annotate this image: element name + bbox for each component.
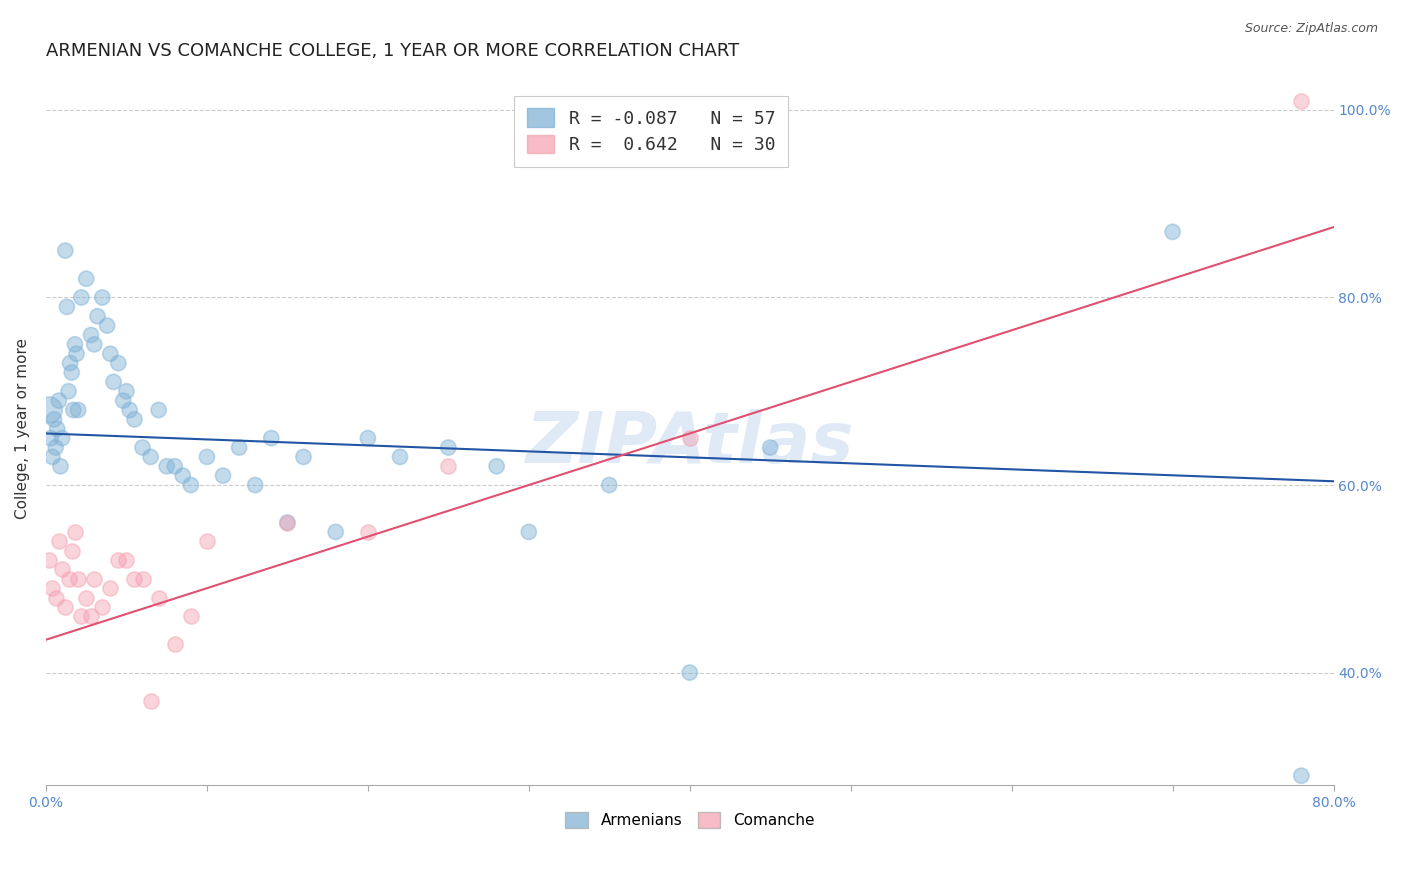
Armenians <box>83 337 105 351</box>
Armenians <box>60 366 83 380</box>
Armenians <box>195 450 218 464</box>
Comanche <box>38 553 60 567</box>
Armenians <box>180 478 202 492</box>
Text: ZIPAtlas: ZIPAtlas <box>526 409 853 477</box>
Armenians <box>139 450 162 464</box>
Comanche <box>98 581 121 595</box>
Armenians <box>245 478 267 492</box>
Comanche <box>1291 94 1313 108</box>
Armenians <box>39 431 62 445</box>
Armenians <box>517 524 540 539</box>
Armenians <box>1161 225 1184 239</box>
Comanche <box>41 581 63 595</box>
Armenians <box>260 431 283 445</box>
Armenians <box>276 516 298 530</box>
Armenians <box>38 403 60 417</box>
Comanche <box>115 553 138 567</box>
Text: ARMENIAN VS COMANCHE COLLEGE, 1 YEAR OR MORE CORRELATION CHART: ARMENIAN VS COMANCHE COLLEGE, 1 YEAR OR … <box>46 42 740 60</box>
Comanche <box>139 694 162 708</box>
Armenians <box>58 384 80 399</box>
Armenians <box>124 412 146 426</box>
Comanche <box>276 516 298 530</box>
Comanche <box>45 591 67 605</box>
Armenians <box>49 459 72 474</box>
Armenians <box>65 347 87 361</box>
Armenians <box>103 375 125 389</box>
Armenians <box>172 468 194 483</box>
Armenians <box>45 441 67 455</box>
Comanche <box>60 543 83 558</box>
Comanche <box>80 609 103 624</box>
Armenians <box>42 412 65 426</box>
Armenians <box>325 524 347 539</box>
Comanche <box>51 562 73 576</box>
Armenians <box>56 300 79 314</box>
Armenians <box>112 393 135 408</box>
Armenians <box>48 393 70 408</box>
Armenians <box>485 459 508 474</box>
Armenians <box>131 441 153 455</box>
Armenians <box>228 441 250 455</box>
Comanche <box>195 534 218 549</box>
Armenians <box>98 347 121 361</box>
Armenians <box>118 403 141 417</box>
Armenians <box>107 356 129 370</box>
Armenians <box>163 459 186 474</box>
Text: Source: ZipAtlas.com: Source: ZipAtlas.com <box>1244 22 1378 36</box>
Armenians <box>59 356 82 370</box>
Armenians <box>62 403 84 417</box>
Armenians <box>292 450 315 464</box>
Armenians <box>1291 769 1313 783</box>
Armenians <box>70 290 93 304</box>
Armenians <box>53 244 76 258</box>
Comanche <box>163 637 186 651</box>
Armenians <box>759 441 782 455</box>
Comanche <box>131 572 153 586</box>
Armenians <box>75 271 97 285</box>
Comanche <box>124 572 146 586</box>
Comanche <box>148 591 170 605</box>
Armenians <box>86 310 108 324</box>
Comanche <box>679 431 702 445</box>
Comanche <box>180 609 202 624</box>
Armenians <box>437 441 460 455</box>
Armenians <box>51 431 73 445</box>
Armenians <box>41 450 63 464</box>
Comanche <box>70 609 93 624</box>
Comanche <box>107 553 129 567</box>
Legend: Armenians, Comanche: Armenians, Comanche <box>560 806 820 835</box>
Armenians <box>598 478 620 492</box>
Armenians <box>67 403 90 417</box>
Comanche <box>67 572 90 586</box>
Armenians <box>63 337 86 351</box>
Armenians <box>91 290 114 304</box>
Armenians <box>115 384 138 399</box>
Comanche <box>437 459 460 474</box>
Armenians <box>389 450 412 464</box>
Comanche <box>48 534 70 549</box>
Armenians <box>46 422 69 436</box>
Armenians <box>80 328 103 343</box>
Armenians <box>679 665 702 680</box>
Comanche <box>75 591 97 605</box>
Comanche <box>83 572 105 586</box>
Comanche <box>53 599 76 614</box>
Comanche <box>63 524 86 539</box>
Armenians <box>148 403 170 417</box>
Comanche <box>58 572 80 586</box>
Comanche <box>91 599 114 614</box>
Armenians <box>96 318 118 333</box>
Armenians <box>156 459 179 474</box>
Comanche <box>357 524 380 539</box>
Y-axis label: College, 1 year or more: College, 1 year or more <box>15 338 30 519</box>
Armenians <box>212 468 235 483</box>
Armenians <box>357 431 380 445</box>
